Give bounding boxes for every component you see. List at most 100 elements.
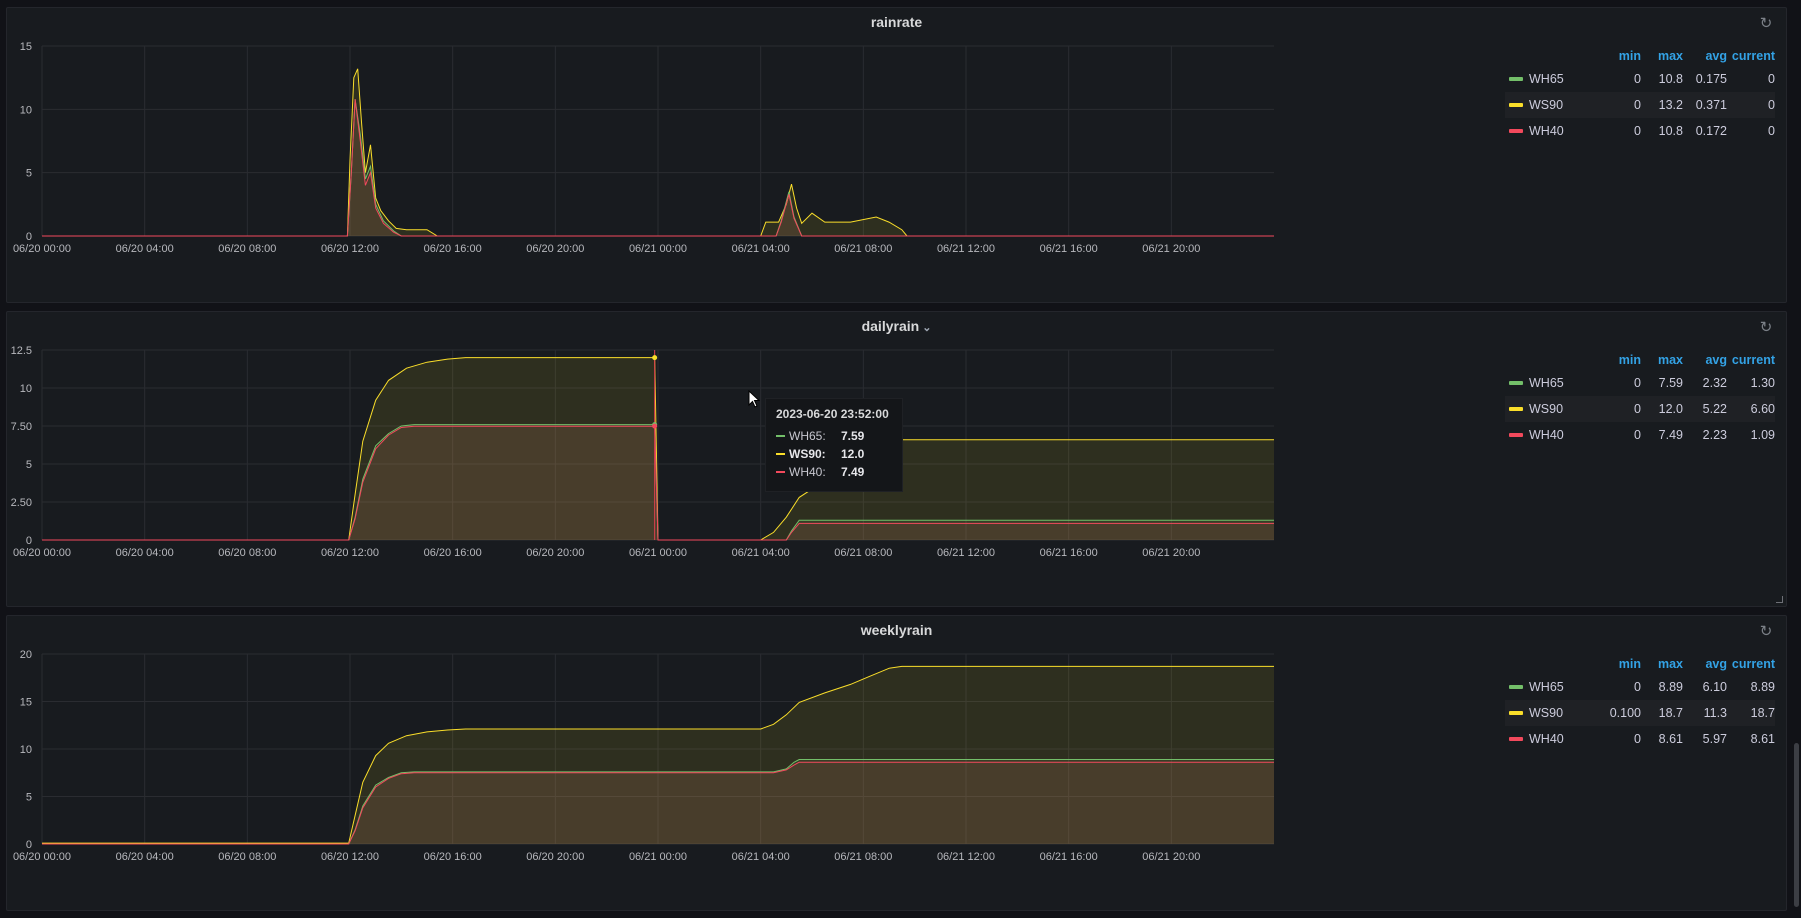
legend-name[interactable]: WH40 [1529, 732, 1564, 746]
x-tick-label: 06/21 16:00 [1040, 851, 1098, 863]
x-tick-label: 06/20 08:00 [218, 851, 276, 863]
mouse-cursor-icon [748, 390, 760, 408]
series-line-wh40[interactable] [42, 99, 1274, 237]
panel-title[interactable]: weeklyrain [860, 622, 933, 638]
legend-header-min[interactable]: min [1618, 49, 1641, 63]
series-swatch[interactable] [1509, 103, 1523, 107]
legend-current: 8.89 [1750, 680, 1775, 694]
series-swatch[interactable] [1509, 407, 1523, 411]
series-swatch[interactable] [1509, 685, 1523, 689]
legend-row-wh40[interactable]: WH40 0 10.8 0.172 0 [1505, 118, 1775, 144]
refresh-icon[interactable]: ↻ [1759, 623, 1773, 640]
series-swatch[interactable] [1509, 711, 1523, 715]
legend-header-current[interactable]: current [1731, 353, 1775, 367]
legend-header: min max avg current [1505, 46, 1775, 66]
legend-header-max[interactable]: max [1657, 49, 1683, 63]
legend-min: 0 [1634, 402, 1641, 416]
legend-header-max[interactable]: max [1657, 353, 1683, 367]
legend-current: 1.30 [1750, 376, 1775, 390]
legend-avg: 11.3 [1703, 706, 1727, 720]
chevron-down-icon[interactable]: ⌄ [922, 322, 932, 334]
series-area-wh40 [42, 762, 1274, 844]
x-tick-label: 06/20 04:00 [116, 547, 174, 559]
x-tick-label: 06/21 04:00 [732, 547, 790, 559]
legend-header-max[interactable]: max [1657, 657, 1683, 671]
legend-row-wh65[interactable]: WH65 0 10.8 0.175 0 [1505, 66, 1775, 92]
x-tick-label: 06/20 16:00 [424, 547, 482, 559]
series-line-wh40[interactable] [42, 761, 1274, 845]
legend-row-ws90[interactable]: WS90 0 13.2 0.371 0 [1505, 92, 1775, 118]
refresh-icon[interactable]: ↻ [1759, 319, 1773, 336]
x-tick-label: 06/20 12:00 [321, 851, 379, 863]
series-line-wh40[interactable] [42, 425, 1274, 541]
legend-header-min[interactable]: min [1618, 353, 1641, 367]
panel-title[interactable]: dailyrain ⌄ [861, 318, 932, 334]
panel-dailyrain: dailyrain ⌄ ↻ 12.5 10 7.50 5 2.50 0 06/20 00:00… [6, 311, 1787, 607]
series-swatch[interactable] [1509, 381, 1523, 385]
y-tick-label: 0 [26, 231, 32, 243]
y-tick-label: 10 [20, 744, 32, 756]
legend-name[interactable]: WS90 [1529, 706, 1564, 720]
legend-row-wh40[interactable]: WH40 0 7.49 2.23 1.09 [1505, 422, 1775, 448]
x-tick-label: 06/21 20:00 [1142, 243, 1200, 255]
legend-min: 0 [1634, 72, 1641, 86]
legend-row-ws90[interactable]: WS90 0 12.0 5.22 6.60 [1505, 396, 1775, 422]
legend-current: 8.61 [1750, 732, 1775, 746]
series-swatch [776, 471, 785, 473]
refresh-icon[interactable]: ↻ [1759, 15, 1773, 32]
hover-point [652, 355, 658, 361]
legend-min: 0.100 [1609, 706, 1641, 720]
legend-header-avg[interactable]: avg [1705, 353, 1727, 367]
series-area-wh65 [42, 424, 1274, 540]
legend-min: 0 [1634, 732, 1641, 746]
legend-header-avg[interactable]: avg [1705, 657, 1727, 671]
legend-row-wh65[interactable]: WH65 0 7.59 2.32 1.30 [1505, 370, 1775, 396]
legend: min max avg current WH65 0 7.59 2.32 1.30 WS9… [1505, 350, 1775, 448]
legend-header-current[interactable]: current [1731, 657, 1775, 671]
panel-title[interactable]: rainrate [870, 14, 923, 30]
legend-name[interactable]: WS90 [1529, 98, 1564, 112]
legend-header-min[interactable]: min [1618, 657, 1641, 671]
legend-row-ws90[interactable]: WS90 0.100 18.7 11.3 18.7 [1505, 700, 1775, 726]
page-scrollbar[interactable] [1794, 743, 1799, 907]
legend-name[interactable]: WH40 [1529, 124, 1564, 138]
legend-row-wh40[interactable]: WH40 0 8.61 5.97 8.61 [1505, 726, 1775, 752]
legend-current: 1.09 [1750, 428, 1775, 442]
legend-row-wh65[interactable]: WH65 0 8.89 6.10 8.89 [1505, 674, 1775, 700]
x-tick-label: 06/21 12:00 [937, 547, 995, 559]
legend: min max avg current WH65 0 10.8 0.175 0 WS90 0… [1505, 46, 1775, 144]
legend-header-current[interactable]: current [1731, 49, 1775, 63]
x-tick-label: 06/21 00:00 [629, 243, 687, 255]
x-tick-label: 06/20 12:00 [321, 243, 379, 255]
legend-name[interactable]: WH65 [1529, 680, 1564, 694]
legend-current: 0 [1768, 72, 1775, 86]
resize-handle-icon[interactable] [1776, 596, 1783, 603]
y-tick-label: 5 [26, 168, 32, 180]
legend-name[interactable]: WS90 [1529, 402, 1564, 416]
tooltip-series-name: WH65: [789, 429, 826, 443]
series-line-ws90[interactable] [42, 665, 1274, 844]
legend-name[interactable]: WH40 [1529, 428, 1564, 442]
legend-header-avg[interactable]: avg [1705, 49, 1727, 63]
hover-tooltip: 2023-06-20 23:52:00 WH65: 7.59 WS90: 12.… [765, 398, 903, 492]
y-tick-label: 0 [26, 839, 32, 851]
x-tick-label: 06/21 12:00 [937, 243, 995, 255]
x-tick-label: 06/20 04:00 [116, 851, 174, 863]
series-swatch[interactable] [1509, 129, 1523, 133]
legend-avg: 2.32 [1702, 376, 1727, 390]
legend-max: 7.59 [1658, 376, 1683, 390]
y-tick-label: 15 [20, 697, 32, 709]
tooltip-series-name: WH40: [789, 465, 826, 479]
legend-max: 10.8 [1658, 72, 1683, 86]
series-swatch[interactable] [1509, 433, 1523, 437]
y-tick-label: 20 [20, 649, 32, 661]
legend-name[interactable]: WH65 [1529, 376, 1564, 390]
series-swatch[interactable] [1509, 77, 1523, 81]
x-tick-label: 06/21 04:00 [732, 243, 790, 255]
series-swatch[interactable] [1509, 737, 1523, 741]
x-tick-label: 06/21 20:00 [1142, 547, 1200, 559]
series-area-wh40 [42, 426, 1274, 540]
legend-name[interactable]: WH65 [1529, 72, 1564, 86]
